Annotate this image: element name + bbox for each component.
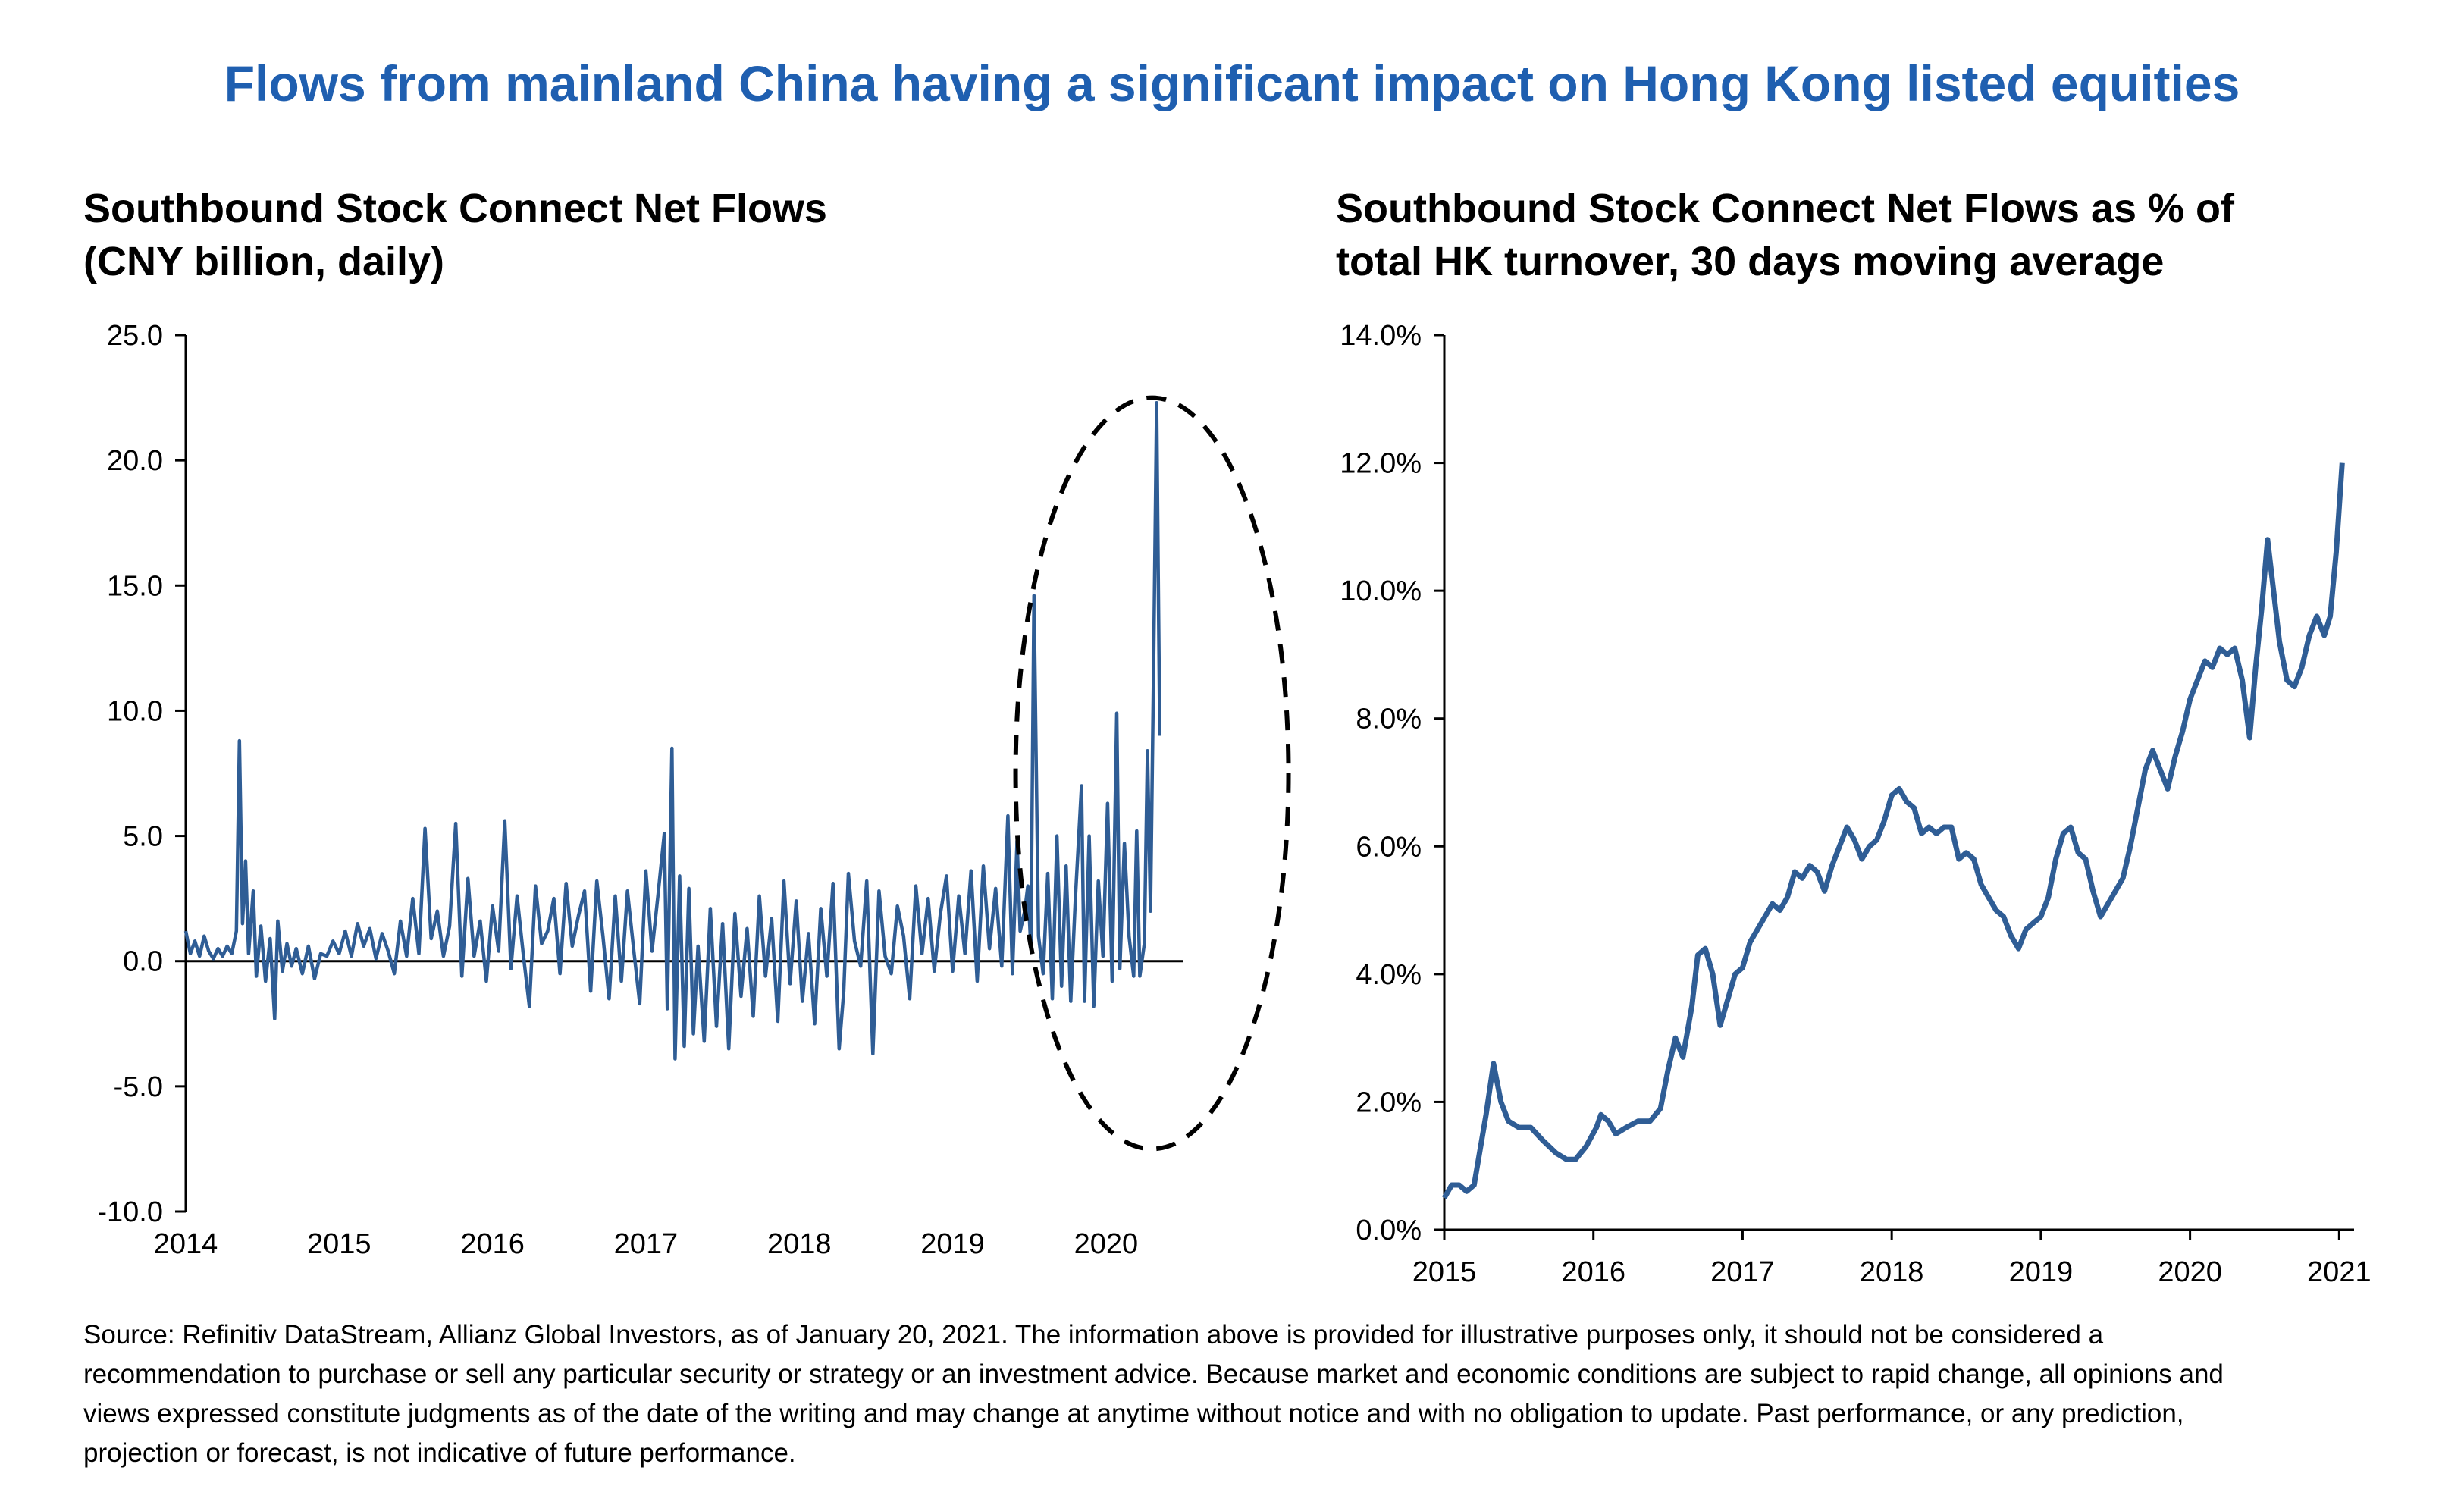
left-x-tick-label: 2020: [1074, 1228, 1139, 1260]
left-y-tick-label: 10.0: [107, 695, 163, 727]
right-y-tick-label: 0.0%: [1356, 1215, 1422, 1246]
right-x-tick-label: 2017: [1710, 1256, 1775, 1288]
right-y-tick-label: 4.0%: [1356, 959, 1422, 991]
left-series-line: [183, 400, 1161, 1061]
right-x-tick-label: 2021: [2307, 1256, 2372, 1288]
right-y-tick-label: 12.0%: [1340, 448, 1422, 480]
right-y-tick-label: 10.0%: [1340, 575, 1422, 607]
left-x-tick-label: 2016: [460, 1228, 525, 1260]
left-x-tick-label: 2019: [920, 1228, 985, 1260]
right-y-tick-label: 2.0%: [1356, 1086, 1422, 1118]
left-y-tick-label: 25.0: [107, 320, 163, 352]
left-y-tick-label: 5.0: [123, 821, 163, 853]
right-x-tick-label: 2018: [1860, 1256, 1924, 1288]
left-y-tick-label: -5.0: [114, 1071, 163, 1103]
left-x-tick-label: 2017: [614, 1228, 679, 1260]
right-y-tick-label: 8.0%: [1356, 704, 1422, 735]
left-y-tick-label: 15.0: [107, 570, 163, 602]
right-chart-title-line2: total HK turnover, 30 days moving averag…: [1336, 239, 2165, 284]
source-footnote: Source: Refinitiv DataStream, Allianz Gl…: [83, 1320, 2224, 1468]
left-y-tick-label: 0.0: [123, 946, 163, 978]
page-headline: Flows from mainland China having a signi…: [224, 55, 2240, 111]
left-y-tick-label: -10.0: [97, 1196, 163, 1228]
left-x-tick-label: 2018: [767, 1228, 832, 1260]
left-y-tick-label: 20.0: [107, 445, 163, 477]
right-chart-title-line1: Southbound Stock Connect Net Flows as % …: [1336, 186, 2235, 231]
right-x-tick-label: 2020: [2158, 1256, 2222, 1288]
right-x-tick-label: 2019: [2009, 1256, 2074, 1288]
right-turnover-share-chart: 0.0% 2.0% 4.0% 6.0% 8.0% 10.0% 12.0% 14.0% 2015 2…: [1340, 320, 2372, 1288]
right-x-tick-label: 2016: [1561, 1256, 1625, 1288]
left-chart-title-line1: Southbound Stock Connect Net Flows: [83, 186, 827, 231]
left-net-flows-chart: -10.0 -5.0 0.0 5.0 10.0 15.0 20.0 25.0 2014 2015 2…: [97, 320, 1291, 1260]
highlight-ellipse: [1013, 395, 1291, 1152]
left-x-tick-label: 2015: [307, 1228, 371, 1260]
right-x-tick-label: 2015: [1412, 1256, 1477, 1288]
right-y-tick-label: 14.0%: [1340, 320, 1422, 352]
left-x-tick-label: 2014: [154, 1228, 218, 1260]
right-y-tick-label: 6.0%: [1356, 831, 1422, 863]
left-chart-title-line2: (CNY billion, daily): [83, 239, 445, 284]
right-series-line: [1441, 462, 2345, 1199]
